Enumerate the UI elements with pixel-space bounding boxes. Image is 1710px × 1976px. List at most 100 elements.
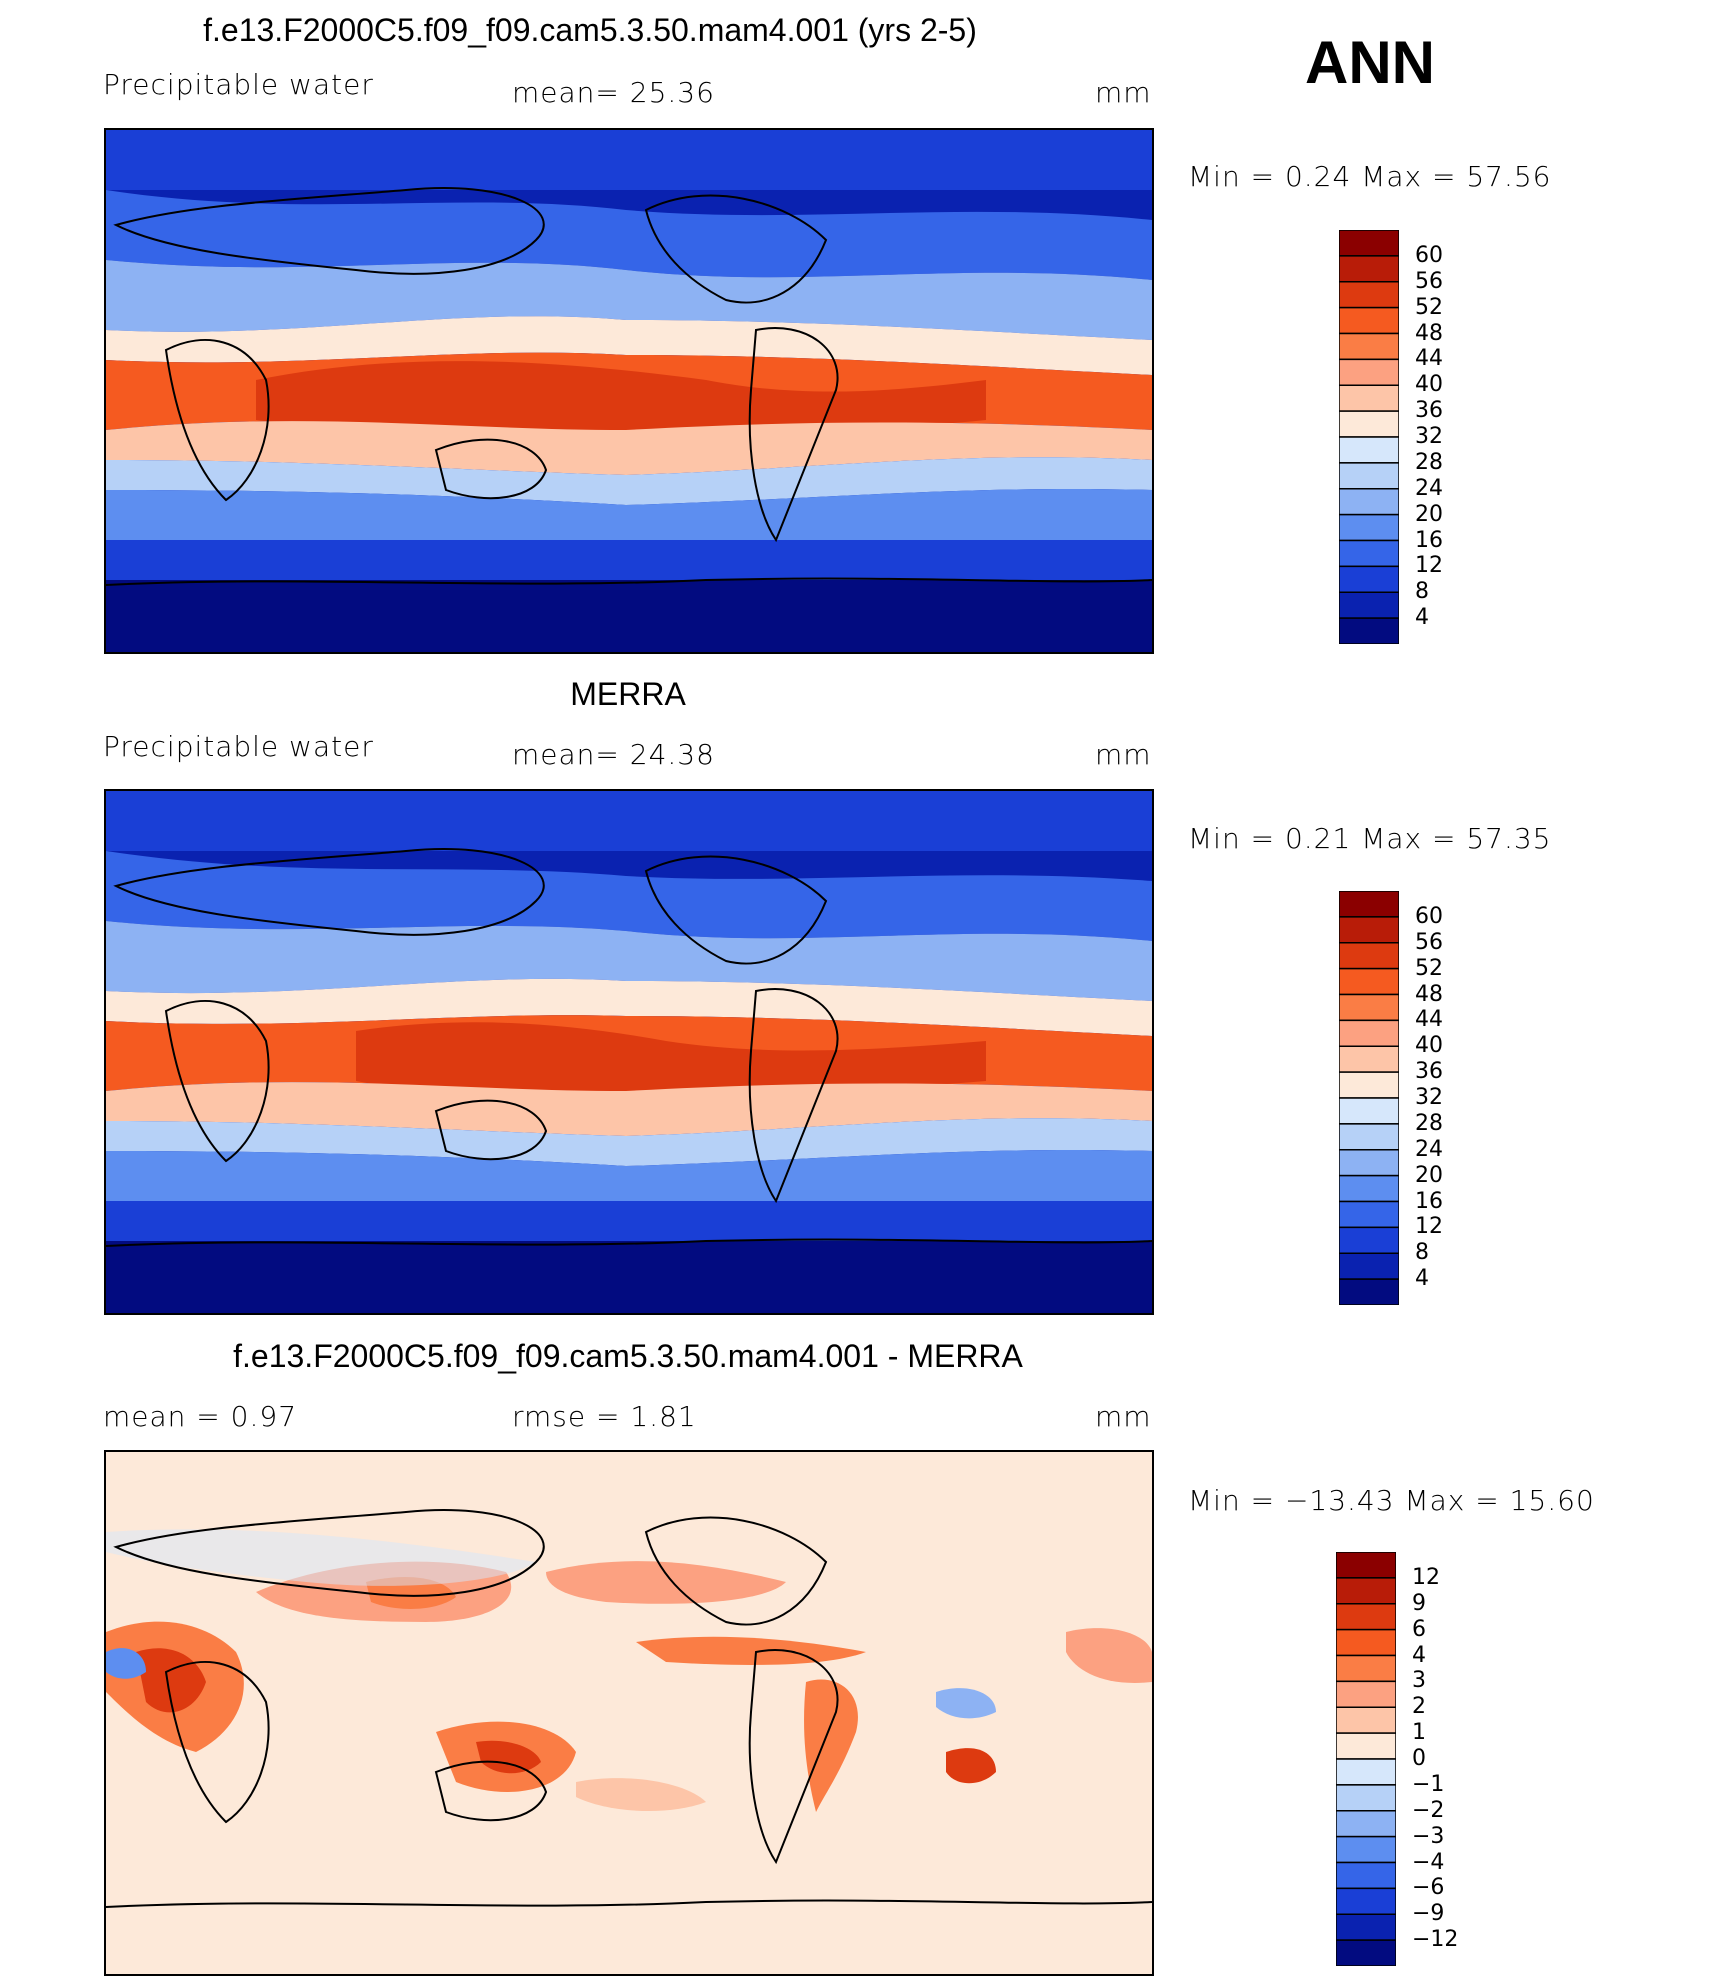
colorbar-swatch (1335, 1939, 1397, 1967)
colorbar-swatch (1338, 890, 1400, 918)
colorbar-swatch (1338, 916, 1400, 944)
colorbar-tick-label: 52 (1415, 955, 1443, 981)
colorbar-tick-label: 48 (1415, 981, 1443, 1007)
colorbar-swatch (1335, 1680, 1397, 1708)
colorbar-tick-label: 9 (1412, 1590, 1426, 1616)
colorbar-swatch (1338, 1071, 1400, 1099)
colorbar-swatch (1338, 591, 1400, 619)
colorbar-tick-label: 2 (1412, 1694, 1426, 1720)
colorbar-tick-label: 8 (1415, 579, 1429, 605)
colorbar-tick-label: 8 (1415, 1240, 1429, 1266)
colorbar-swatch (1338, 1149, 1400, 1177)
colorbar-swatch (1338, 565, 1400, 593)
colorbar-swatch (1338, 436, 1400, 464)
colorbar-tick-label: 6 (1412, 1616, 1426, 1642)
colorbar-swatch (1335, 1603, 1397, 1631)
colorbar-tick-label: 40 (1415, 372, 1443, 398)
colorbar-swatch (1338, 281, 1400, 309)
colorbar-tick-label: −1 (1412, 1771, 1445, 1797)
colorbar-swatch (1338, 1123, 1400, 1151)
panel-1-minmax-label: Min = 0.24 Max = 57.56 (1188, 160, 1552, 193)
colorbar-tick-label: 20 (1415, 501, 1443, 527)
season-label: ANN (1305, 29, 1435, 96)
panel-3-rmse-label: rmse = 1.81 (512, 1400, 697, 1433)
colorbar-swatch (1338, 410, 1400, 438)
colorbar-tick-label: 28 (1415, 1110, 1443, 1136)
colorbar-swatch (1338, 1252, 1400, 1280)
colorbar-tick-label: −6 (1412, 1875, 1445, 1901)
colorbar-tick-label: 44 (1415, 346, 1443, 372)
colorbar-tick-label: 52 (1415, 294, 1443, 320)
colorbar-swatch (1338, 229, 1400, 257)
colorbar-tick-label: 1 (1412, 1720, 1426, 1746)
colorbar-tick-label: 3 (1412, 1668, 1426, 1694)
colorbar-tick-label: −9 (1412, 1901, 1445, 1927)
colorbar-swatch (1338, 332, 1400, 361)
colorbar-swatch (1338, 1019, 1400, 1047)
panel-1-colorbar (1338, 229, 1400, 645)
panel-1-variable-label: Precipitable water (103, 68, 374, 101)
colorbar-tick-label: 44 (1415, 1007, 1443, 1033)
colorbar-swatch (1335, 1913, 1397, 1941)
colorbar-swatch (1335, 1551, 1397, 1579)
colorbar-swatch (1338, 1174, 1400, 1203)
colorbar-tick-label: 24 (1415, 1136, 1443, 1162)
panel-2-units-label: mm (1095, 738, 1152, 771)
colorbar-swatch (1338, 1278, 1400, 1306)
colorbar-tick-label: 24 (1415, 475, 1443, 501)
panel-1-title: f.e13.F2000C5.f09_f09.cam5.3.50.mam4.001… (203, 12, 977, 48)
colorbar-tick-label: −2 (1412, 1797, 1445, 1823)
colorbar-tick-label: −4 (1412, 1849, 1445, 1875)
colorbar-tick-label: 40 (1415, 1033, 1443, 1059)
panel-3-mean-label: mean = 0.97 (103, 1400, 298, 1433)
colorbar-tick-label: 56 (1415, 929, 1443, 955)
colorbar-swatch (1335, 1706, 1397, 1734)
colorbar-swatch (1338, 462, 1400, 490)
panel-1-map (104, 128, 1154, 654)
colorbar-tick-label: 20 (1415, 1162, 1443, 1188)
colorbar-swatch (1338, 513, 1400, 542)
colorbar-swatch (1335, 1628, 1397, 1657)
panel-2-colorbar (1338, 890, 1400, 1306)
colorbar-swatch (1338, 306, 1400, 335)
colorbar-tick-label: 4 (1415, 1266, 1429, 1292)
colorbar-swatch (1335, 1758, 1397, 1786)
colorbar-swatch (1338, 942, 1400, 970)
colorbar-tick-label: 4 (1415, 605, 1429, 631)
colorbar-tick-label: −3 (1412, 1823, 1445, 1849)
panel-3-units-label: mm (1095, 1400, 1152, 1433)
colorbar-tick-label: 32 (1415, 1085, 1443, 1110)
colorbar-tick-label: 16 (1415, 1188, 1443, 1214)
colorbar-swatch (1338, 358, 1400, 386)
colorbar-swatch (1338, 1226, 1400, 1254)
colorbar-tick-label: 4 (1412, 1642, 1426, 1668)
colorbar-tick-label: −12 (1412, 1927, 1459, 1953)
panel-3-map (104, 1450, 1154, 1976)
colorbar-swatch (1338, 1200, 1400, 1229)
colorbar-tick-label: 36 (1415, 1059, 1443, 1085)
colorbar-swatch (1338, 255, 1400, 283)
colorbar-swatch (1335, 1810, 1397, 1838)
colorbar-tick-label: 60 (1415, 903, 1443, 929)
colorbar-swatch (1338, 539, 1400, 568)
panel-3-minmax-label: Min = −13.43 Max = 15.60 (1188, 1484, 1595, 1517)
colorbar-swatch (1335, 1835, 1397, 1864)
colorbar-swatch (1335, 1887, 1397, 1915)
colorbar-tick-label: 16 (1415, 527, 1443, 553)
colorbar-swatch (1338, 1045, 1400, 1073)
colorbar-tick-label: 48 (1415, 320, 1443, 346)
colorbar-tick-label: 36 (1415, 398, 1443, 424)
panel-3-colorbar (1335, 1551, 1397, 1967)
colorbar-tick-label: 12 (1415, 553, 1443, 579)
panel-1-mean-label: mean= 25.36 (512, 76, 715, 109)
colorbar-swatch (1335, 1784, 1397, 1812)
colorbar-swatch (1338, 993, 1400, 1022)
colorbar-swatch (1338, 967, 1400, 996)
colorbar-swatch (1335, 1577, 1397, 1605)
panel-3-title: f.e13.F2000C5.f09_f09.cam5.3.50.mam4.001… (233, 1338, 1023, 1374)
colorbar-tick-label: 32 (1415, 424, 1443, 449)
colorbar-swatch (1338, 617, 1400, 645)
colorbar-swatch (1335, 1732, 1397, 1760)
colorbar-tick-label: 56 (1415, 268, 1443, 294)
panel-2-mean-label: mean= 24.38 (512, 738, 715, 771)
